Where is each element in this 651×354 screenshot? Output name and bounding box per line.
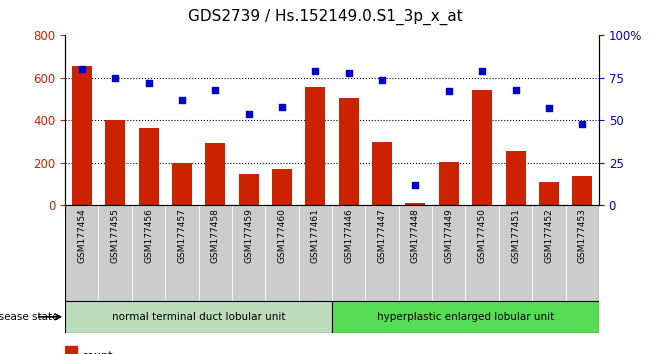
- Bar: [539, 182, 559, 205]
- Bar: [65, 301, 332, 333]
- Text: GSM177455: GSM177455: [111, 208, 120, 263]
- Point: [377, 77, 387, 82]
- Bar: [172, 163, 192, 205]
- Text: GSM177454: GSM177454: [77, 208, 87, 263]
- Text: count: count: [81, 351, 113, 354]
- Text: disease state: disease state: [0, 312, 59, 322]
- Text: GSM177447: GSM177447: [378, 208, 387, 263]
- Point: [544, 105, 554, 111]
- Bar: [432, 205, 465, 301]
- Point: [143, 80, 154, 86]
- Text: normal terminal duct lobular unit: normal terminal duct lobular unit: [112, 312, 285, 322]
- Bar: [406, 203, 426, 205]
- Text: GSM177460: GSM177460: [277, 208, 286, 263]
- Bar: [132, 205, 165, 301]
- Bar: [305, 87, 326, 205]
- Bar: [205, 143, 225, 205]
- Bar: [365, 205, 398, 301]
- Point: [176, 97, 187, 103]
- Bar: [232, 205, 266, 301]
- Point: [510, 87, 521, 93]
- Bar: [272, 169, 292, 205]
- Point: [344, 70, 354, 76]
- Bar: [239, 174, 258, 205]
- Bar: [199, 205, 232, 301]
- Bar: [266, 205, 299, 301]
- Text: hyperplastic enlarged lobular unit: hyperplastic enlarged lobular unit: [377, 312, 554, 322]
- Point: [77, 67, 87, 72]
- Text: GSM177448: GSM177448: [411, 208, 420, 263]
- Point: [210, 87, 221, 93]
- Text: GSM177446: GSM177446: [344, 208, 353, 263]
- Bar: [105, 120, 125, 205]
- Point: [443, 88, 454, 94]
- Bar: [572, 176, 592, 205]
- Bar: [399, 205, 432, 301]
- Bar: [339, 98, 359, 205]
- Bar: [139, 128, 159, 205]
- Text: GSM177453: GSM177453: [577, 208, 587, 263]
- Text: GSM177452: GSM177452: [544, 208, 553, 263]
- Point: [410, 182, 421, 188]
- Bar: [165, 205, 199, 301]
- Text: GSM177459: GSM177459: [244, 208, 253, 263]
- Bar: [372, 142, 392, 205]
- Bar: [332, 301, 599, 333]
- Text: GSM177457: GSM177457: [177, 208, 186, 263]
- Text: GDS2739 / Hs.152149.0.S1_3p_x_at: GDS2739 / Hs.152149.0.S1_3p_x_at: [188, 9, 463, 25]
- Bar: [72, 66, 92, 205]
- Point: [277, 104, 287, 110]
- Text: GSM177458: GSM177458: [211, 208, 220, 263]
- Text: GSM177456: GSM177456: [144, 208, 153, 263]
- Bar: [439, 162, 459, 205]
- Bar: [98, 205, 132, 301]
- Bar: [472, 90, 492, 205]
- Text: GSM177461: GSM177461: [311, 208, 320, 263]
- Bar: [465, 205, 499, 301]
- Point: [477, 68, 488, 74]
- Bar: [65, 205, 98, 301]
- Text: GSM177450: GSM177450: [478, 208, 487, 263]
- Bar: [499, 205, 533, 301]
- Bar: [65, 346, 77, 354]
- Point: [310, 68, 320, 74]
- Bar: [533, 205, 566, 301]
- Text: GSM177451: GSM177451: [511, 208, 520, 263]
- Point: [577, 121, 587, 127]
- Bar: [566, 205, 599, 301]
- Bar: [506, 150, 525, 205]
- Point: [110, 75, 120, 81]
- Point: [243, 111, 254, 116]
- Bar: [299, 205, 332, 301]
- Bar: [332, 205, 365, 301]
- Text: GSM177449: GSM177449: [444, 208, 453, 263]
